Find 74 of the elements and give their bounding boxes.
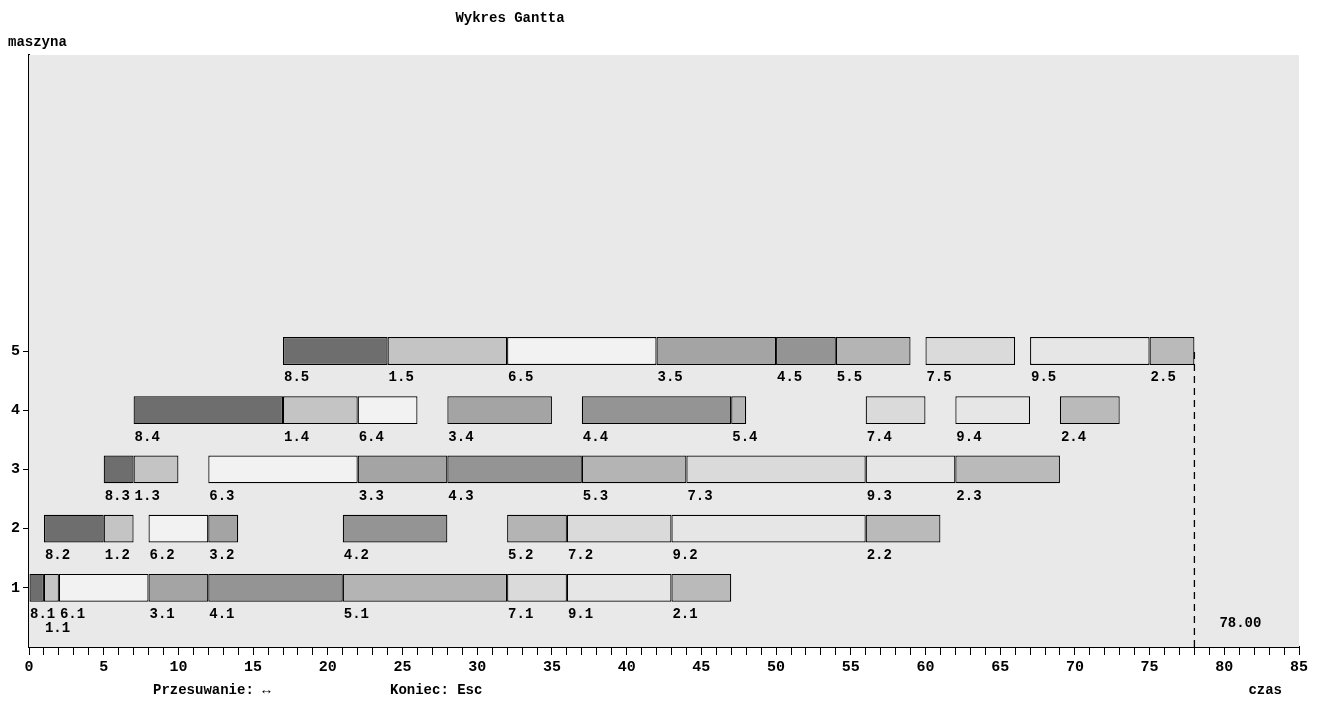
x-tick-label: 65 bbox=[991, 658, 1010, 676]
x-tick-label: 50 bbox=[767, 658, 786, 676]
annotation: 4.3 bbox=[448, 487, 474, 504]
annotation: 1.2 bbox=[104, 547, 130, 564]
x-tick-label: 25 bbox=[393, 658, 412, 676]
annotation: 2.2 bbox=[866, 547, 892, 564]
annotation: 6.2 bbox=[149, 547, 175, 564]
x-tick-label: 85 bbox=[1289, 658, 1309, 676]
annotation: 3.1 bbox=[149, 606, 175, 623]
annotation: 2.1 bbox=[672, 606, 698, 623]
x-axis-title: czas bbox=[1248, 682, 1282, 698]
annotation: 8.1 bbox=[30, 606, 56, 623]
annotation: 1.1 bbox=[44, 620, 71, 637]
x-tick-label: 60 bbox=[916, 658, 935, 676]
annotation: 3.3 bbox=[358, 487, 384, 504]
x-tick-label: 80 bbox=[1215, 658, 1234, 676]
annotation: 4.4 bbox=[582, 428, 609, 445]
annotation: 5.5 bbox=[836, 369, 863, 386]
annotation: 1.4 bbox=[284, 428, 310, 445]
x-tick-label: 40 bbox=[617, 658, 636, 676]
annotation: 8.4 bbox=[134, 428, 160, 445]
annotation: 9.3 bbox=[866, 487, 892, 504]
x-tick-label: 35 bbox=[542, 658, 561, 676]
annotation: 8.3 bbox=[104, 487, 130, 504]
annotation: 3.5 bbox=[657, 369, 683, 386]
annotation: 2.5 bbox=[1150, 369, 1176, 386]
y-tick-label: 1 bbox=[10, 579, 20, 597]
y-tick-label: 2 bbox=[10, 520, 20, 538]
x-tick-label: 30 bbox=[468, 658, 487, 676]
annotation: 1.5 bbox=[388, 369, 414, 386]
annotation: 1.3 bbox=[134, 487, 160, 504]
annotation: 8.2 bbox=[44, 547, 71, 564]
annotation: 9.1 bbox=[567, 606, 594, 623]
x-tick-label: 45 bbox=[692, 658, 711, 676]
annotation: 7.5 bbox=[926, 369, 952, 386]
x-tick-label: 5 bbox=[99, 658, 109, 676]
annotation: 9.2 bbox=[672, 547, 698, 564]
chart-title: Wykres Gantta bbox=[455, 10, 566, 26]
annotation: 2.3 bbox=[956, 487, 982, 504]
x-tick-label: 75 bbox=[1140, 658, 1159, 676]
annotation: 9.4 bbox=[956, 428, 982, 445]
annotation: 6.4 bbox=[358, 428, 384, 445]
annotation: 3.2 bbox=[209, 547, 235, 564]
x-tick-label: 10 bbox=[169, 658, 188, 676]
text: Koniec: Esc bbox=[390, 682, 483, 698]
annotation: 9.5 bbox=[1031, 369, 1057, 386]
y-axis-title: maszyna bbox=[8, 34, 68, 50]
y-tick-label: 3 bbox=[10, 461, 20, 479]
annotation: 6.1 bbox=[59, 606, 86, 623]
x-tick-label: 0 bbox=[24, 658, 34, 676]
ref-line-label: 78.00 bbox=[1219, 615, 1262, 631]
y-tick-label: 5 bbox=[10, 342, 20, 360]
annotation: 5.3 bbox=[582, 487, 609, 504]
annotation: 4.1 bbox=[209, 606, 235, 623]
annotation: 5.2 bbox=[508, 547, 534, 564]
x-tick-label: 70 bbox=[1065, 658, 1084, 676]
annotation: 6.5 bbox=[508, 369, 534, 386]
annotation: 8.5 bbox=[284, 369, 310, 386]
x-tick-label: 15 bbox=[244, 658, 263, 676]
annotation: 6.3 bbox=[209, 487, 235, 504]
annotation: 5.1 bbox=[343, 606, 369, 623]
x-tick-label: 55 bbox=[841, 658, 860, 676]
annotation: 4.5 bbox=[777, 369, 803, 386]
annotation: 7.2 bbox=[567, 547, 594, 564]
annotation: 7.1 bbox=[508, 606, 534, 623]
annotation: 5.4 bbox=[732, 428, 758, 445]
text: Przesuwanie: ↔ bbox=[153, 682, 272, 698]
x-tick-label: 20 bbox=[318, 658, 337, 676]
annotation: 7.4 bbox=[866, 428, 892, 445]
annotation: 7.3 bbox=[687, 487, 713, 504]
annotation: 4.2 bbox=[343, 547, 369, 564]
y-tick-label: 4 bbox=[10, 401, 20, 419]
annotation: 3.4 bbox=[448, 428, 474, 445]
annotation: 2.4 bbox=[1060, 428, 1087, 445]
